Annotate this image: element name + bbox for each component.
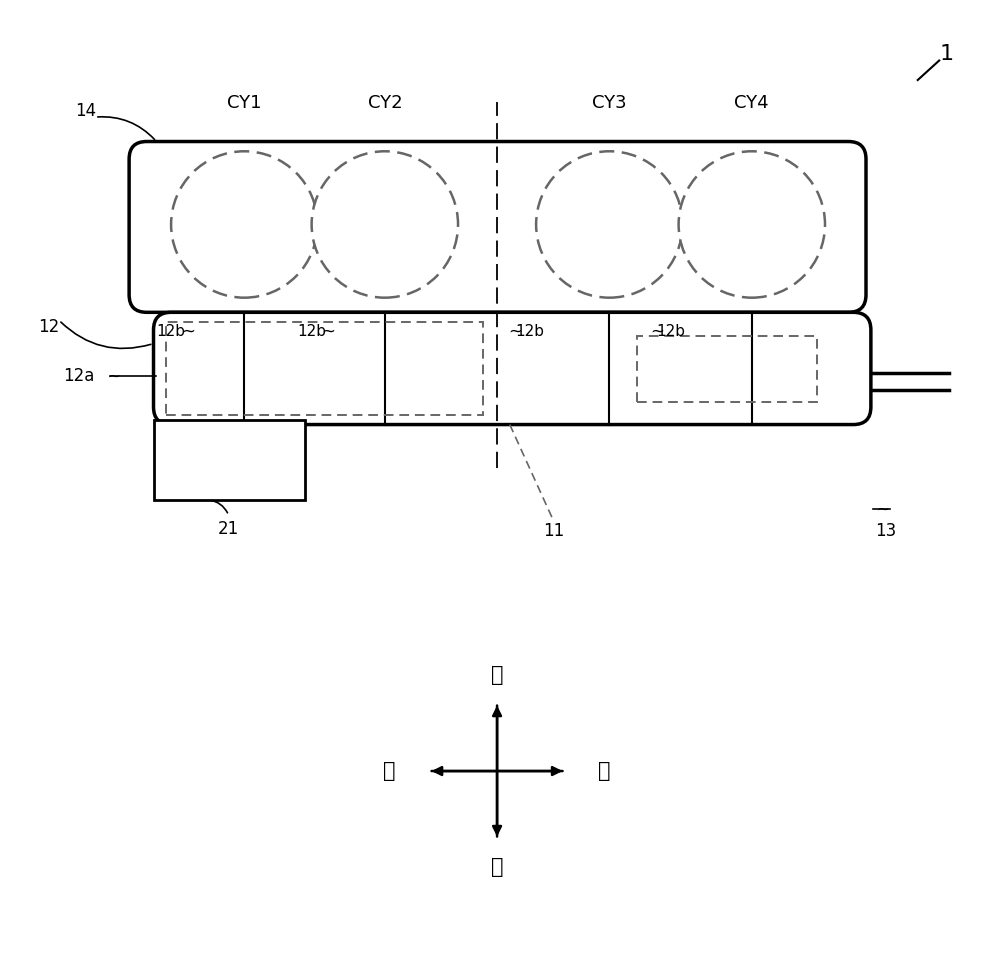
Text: ~: ~ bbox=[321, 323, 335, 341]
Bar bbox=[154, 420, 305, 500]
Text: ~: ~ bbox=[107, 368, 120, 384]
Ellipse shape bbox=[312, 151, 458, 298]
Text: 1: 1 bbox=[940, 44, 954, 63]
Text: ~: ~ bbox=[650, 323, 664, 341]
Text: 13: 13 bbox=[875, 522, 896, 540]
Text: 12a: 12a bbox=[64, 367, 95, 385]
Text: CY1: CY1 bbox=[227, 95, 262, 112]
Text: CY4: CY4 bbox=[734, 95, 769, 112]
Text: 12b: 12b bbox=[156, 324, 185, 340]
Ellipse shape bbox=[679, 151, 825, 298]
Text: 右: 右 bbox=[598, 761, 611, 781]
Text: CY3: CY3 bbox=[592, 95, 627, 112]
Text: 12b: 12b bbox=[297, 324, 326, 340]
Text: 12b: 12b bbox=[656, 324, 685, 340]
Text: 12: 12 bbox=[38, 318, 60, 336]
Ellipse shape bbox=[536, 151, 683, 298]
Text: 后: 后 bbox=[491, 666, 503, 685]
Text: 21: 21 bbox=[218, 520, 239, 538]
Bar bbox=[637, 336, 817, 402]
Text: ~: ~ bbox=[876, 502, 889, 517]
Text: 14: 14 bbox=[75, 102, 96, 120]
Text: ~: ~ bbox=[508, 323, 522, 341]
Text: CY2: CY2 bbox=[368, 95, 402, 112]
FancyBboxPatch shape bbox=[154, 312, 871, 425]
Ellipse shape bbox=[171, 151, 317, 298]
FancyBboxPatch shape bbox=[129, 142, 866, 312]
Bar bbox=[166, 322, 483, 415]
Text: 11: 11 bbox=[543, 522, 564, 540]
Text: 前: 前 bbox=[491, 857, 503, 876]
Text: 左: 左 bbox=[383, 761, 396, 781]
Text: 12b: 12b bbox=[515, 324, 544, 340]
Text: ~: ~ bbox=[181, 323, 195, 341]
